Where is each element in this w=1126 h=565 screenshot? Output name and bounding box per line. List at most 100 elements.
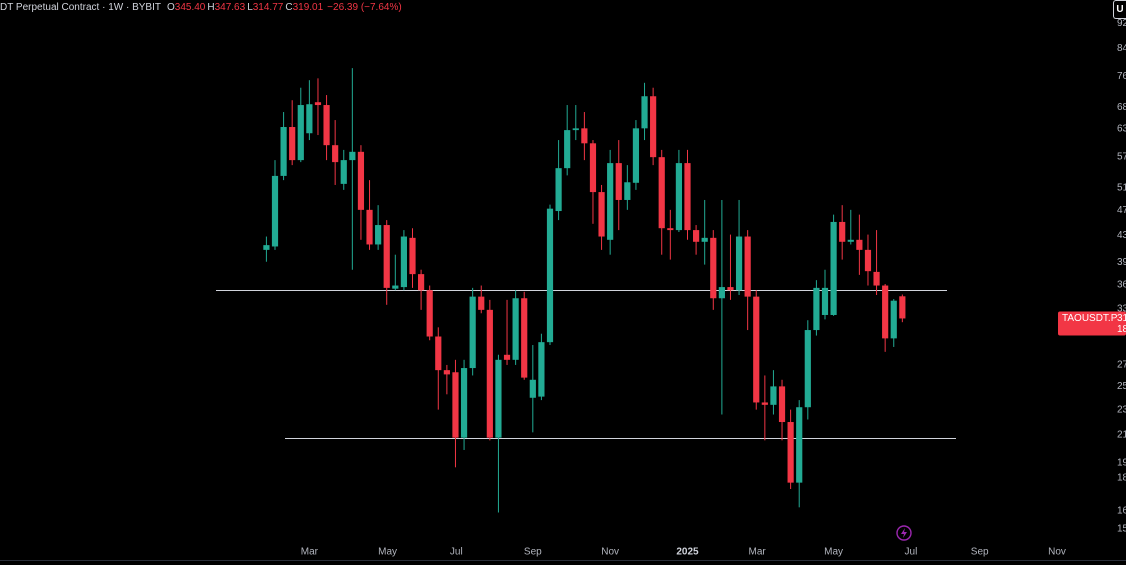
- ohlc: O345.40 H347.63 L314.77 C319.01: [165, 2, 323, 13]
- candle-body: [864, 249, 872, 272]
- x-tick-label: Jul: [905, 547, 918, 558]
- candle-body: [538, 342, 545, 397]
- ohlc-value: 314.77: [252, 2, 284, 13]
- candle-body: [323, 105, 330, 146]
- candle-body: [332, 145, 339, 163]
- y-tick-label: 23: [1117, 404, 1126, 415]
- replay-icon[interactable]: [896, 525, 912, 541]
- candle-body: [890, 300, 897, 339]
- candle-body: [349, 151, 356, 161]
- y-tick-label: 18: [1117, 473, 1126, 484]
- candle-body: [263, 245, 270, 250]
- candle-body: [641, 96, 648, 129]
- candle-body: [555, 168, 562, 212]
- candle-body: [572, 128, 579, 131]
- ohlc-label: L: [247, 2, 253, 13]
- x-tick-label: 2025: [676, 547, 699, 558]
- x-tick-label: Sep: [971, 547, 989, 558]
- candle-body: [435, 336, 442, 371]
- price-label-bg: [1058, 311, 1126, 336]
- candle-body: [564, 130, 571, 169]
- candle-body: [650, 96, 657, 158]
- y-tick-label: 36: [1117, 279, 1126, 290]
- candle-body: [839, 221, 846, 242]
- candle-body: [761, 402, 768, 405]
- y-tick-label: 27: [1117, 360, 1126, 371]
- candle-body: [856, 239, 863, 250]
- x-tick-label: Nov: [601, 547, 619, 558]
- candle-body: [418, 274, 425, 291]
- ohlc-value: 319.01: [292, 2, 324, 13]
- candle-body: [693, 230, 700, 242]
- price-label-countdown: 18: [1117, 324, 1126, 335]
- candle-body: [598, 192, 605, 237]
- ohlc-label: H: [207, 2, 215, 13]
- candle-body: [366, 209, 373, 245]
- y-tick-label: 39: [1117, 257, 1126, 268]
- y-tick-label: 92: [1117, 18, 1126, 29]
- candle-body: [589, 143, 597, 193]
- candle-body: [675, 163, 682, 231]
- candle-body: [469, 296, 476, 369]
- candle-body: [357, 151, 365, 210]
- candle-body: [753, 296, 760, 403]
- candle-body: [280, 127, 287, 176]
- change: −26.39 (−7.64%): [327, 2, 402, 13]
- candle-body: [632, 128, 640, 183]
- candle-body: [581, 128, 588, 144]
- y-tick-label: 33: [1117, 304, 1126, 315]
- y-tick-label: 84: [1117, 43, 1126, 54]
- y-tick-label: 43: [1117, 230, 1126, 241]
- candle-body: [375, 225, 382, 245]
- y-tick-label: 68: [1117, 102, 1126, 113]
- candle-body: [710, 237, 717, 299]
- candle-body: [684, 163, 691, 231]
- price-label-price: 31: [1117, 313, 1126, 324]
- x-tick-label: Sep: [524, 547, 542, 558]
- price-label-symbol: TAOUSDT.P: [1062, 313, 1118, 324]
- candle-body: [306, 104, 313, 134]
- candle-body: [735, 236, 743, 291]
- candle-body: [718, 287, 725, 299]
- candle-body: [727, 287, 734, 291]
- candle-body: [899, 296, 906, 319]
- candle-body: [392, 285, 399, 289]
- candle-body: [701, 237, 708, 242]
- candle-body: [658, 157, 665, 229]
- candle-body: [529, 379, 536, 398]
- y-tick-label: 63: [1117, 123, 1126, 134]
- candle-body: [314, 102, 322, 106]
- candle-body: [882, 285, 889, 339]
- legend-header: DT Perpetual Contract · 1W · BYBIT O345.…: [0, 2, 402, 13]
- x-tick-label: Mar: [301, 547, 319, 558]
- y-tick-label: 16: [1117, 505, 1126, 516]
- candle-body: [521, 298, 528, 378]
- candle-body: [615, 163, 622, 200]
- candle-body: [409, 237, 416, 275]
- candle-body: [478, 296, 485, 310]
- y-tick-label: 51: [1117, 182, 1126, 193]
- x-tick-label: Nov: [1048, 547, 1066, 558]
- candle-body: [770, 386, 777, 405]
- candle-body: [400, 236, 407, 288]
- candle-body: [804, 330, 811, 408]
- y-tick-label: 21: [1117, 430, 1126, 441]
- candle-body: [744, 236, 751, 297]
- candle-body: [873, 271, 880, 286]
- candle-body: [340, 160, 347, 184]
- candle-body: [443, 370, 450, 375]
- ohlc-label: O: [166, 2, 175, 13]
- candle-body: [426, 290, 433, 337]
- x-tick-label: Mar: [748, 547, 766, 558]
- toolbar-button[interactable]: U: [1113, 0, 1126, 19]
- x-tick-label: May: [378, 547, 397, 558]
- symbol: DT Perpetual Contract · 1W · BYBIT: [0, 2, 161, 13]
- x-tick-label: May: [824, 547, 843, 558]
- candle-body: [452, 372, 459, 438]
- candle-body: [495, 359, 502, 438]
- candle-body: [297, 105, 304, 161]
- ohlc-label: C: [285, 2, 293, 13]
- candle-body: [787, 422, 794, 483]
